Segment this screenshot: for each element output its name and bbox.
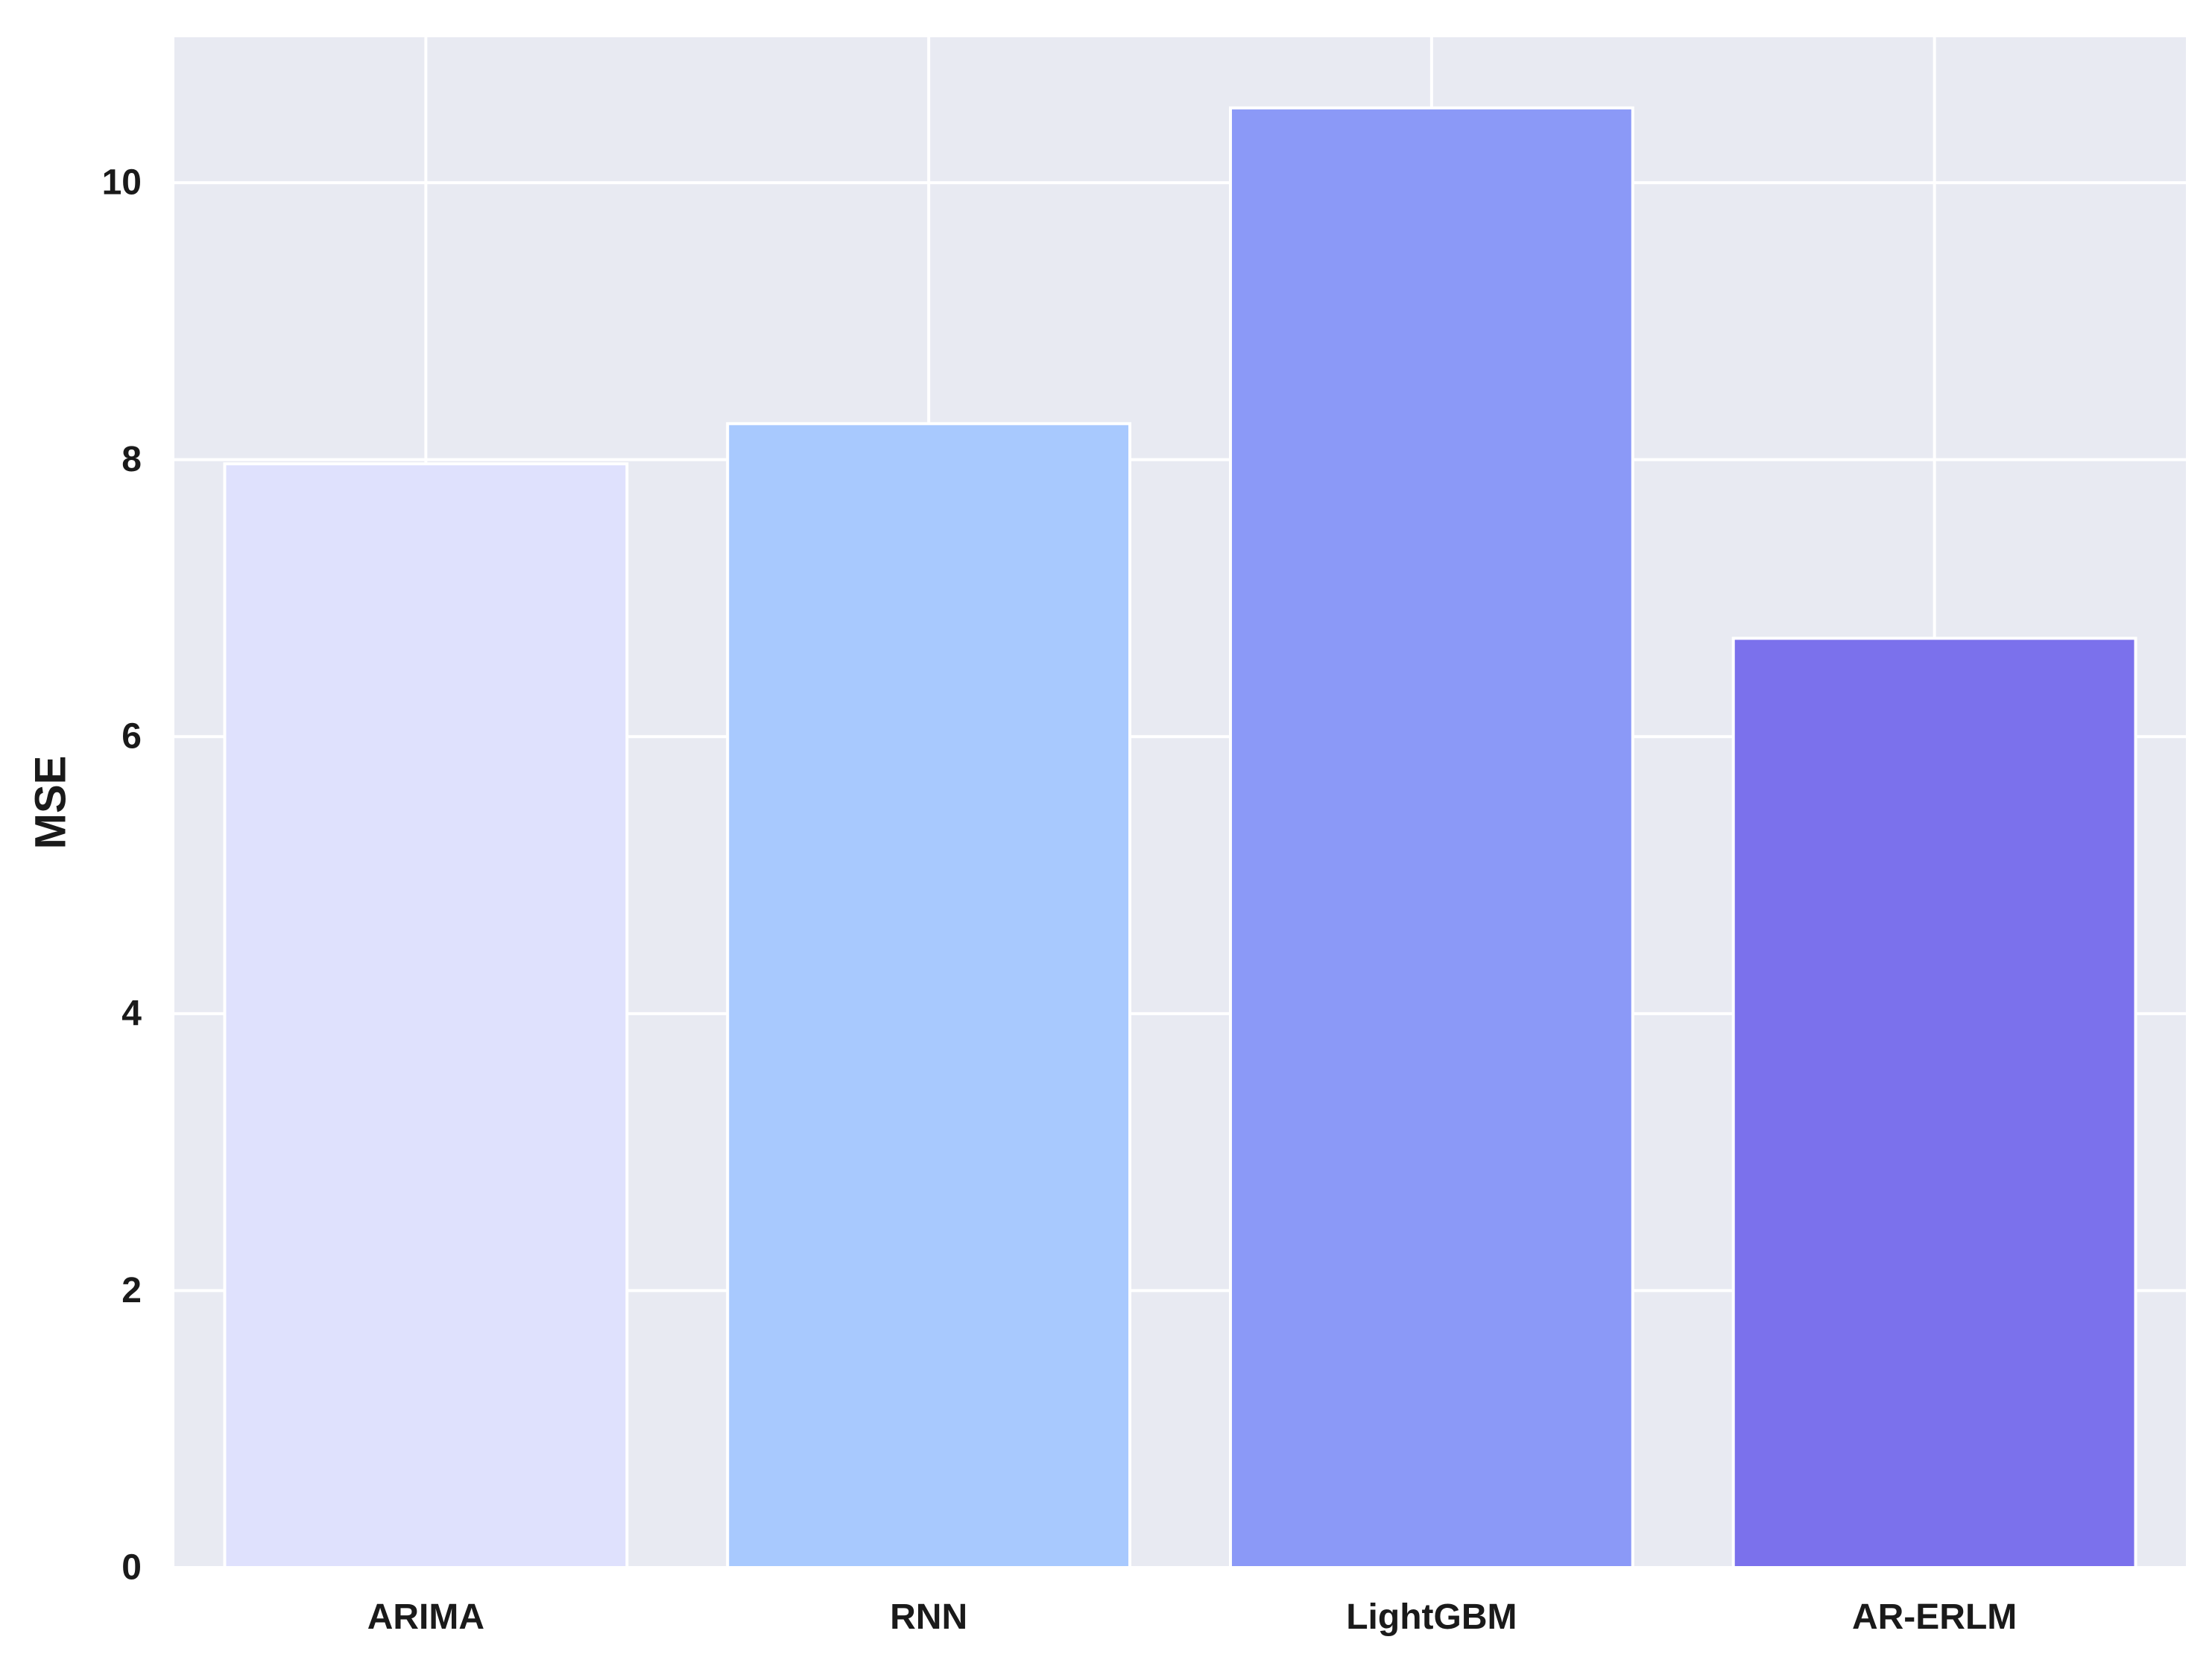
x-tick-label: AR-ERLM bbox=[1852, 1597, 2017, 1637]
x-tick-label: ARIMA bbox=[367, 1597, 484, 1637]
y-tick-label: 2 bbox=[121, 1271, 142, 1310]
y-tick-label: 10 bbox=[102, 163, 142, 203]
x-tick-label: LightGBM bbox=[1346, 1597, 1517, 1637]
y-tick-label: 6 bbox=[121, 717, 142, 757]
y-tick-label: 4 bbox=[121, 994, 142, 1033]
y-axis-title: MSE bbox=[27, 756, 75, 850]
x-tick-label: RNN bbox=[890, 1597, 967, 1637]
bar-arima bbox=[223, 462, 629, 1569]
y-axis-ticks: 0 2 4 6 8 10 bbox=[102, 163, 142, 1588]
bar-rnn bbox=[726, 422, 1132, 1569]
y-tick-label: 0 bbox=[121, 1548, 142, 1588]
x-axis-ticks: ARIMA RNN LightGBM AR-ERLM bbox=[367, 1597, 2017, 1637]
bar-ar-erlm bbox=[1731, 637, 2137, 1569]
bars bbox=[223, 106, 2137, 1569]
y-tick-label: 8 bbox=[121, 440, 142, 479]
bar-lightgbm bbox=[1228, 106, 1634, 1569]
